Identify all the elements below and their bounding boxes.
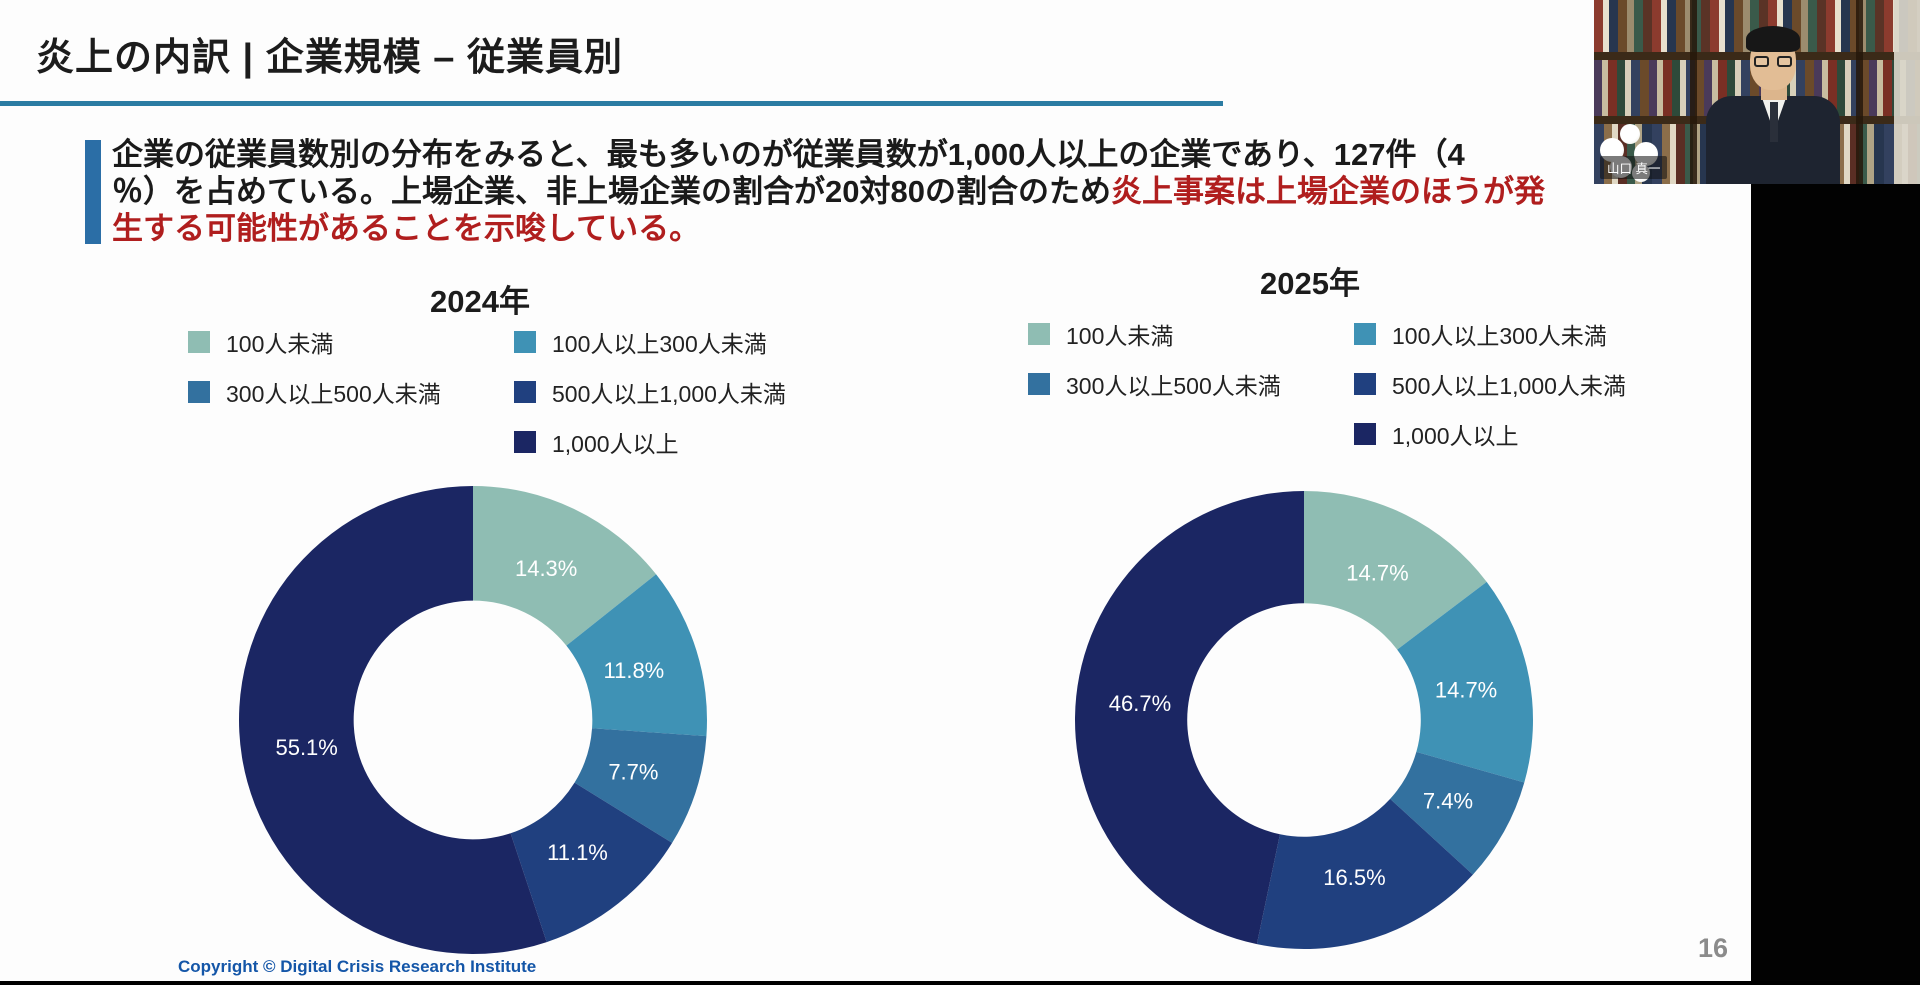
copyright-text: Copyright © Digital Crisis Research Inst… (178, 957, 537, 976)
legend-swatch-icon (514, 381, 536, 403)
slice-percent-label: 11.8% (604, 658, 665, 683)
donut-slice (1304, 491, 1487, 650)
chart-2024: 2024年 100人未満 100人以上300人未満 300人以上500人未満 5… (150, 276, 810, 954)
donut-slice (510, 782, 673, 943)
donut-chart-2025: 14.7% 14.7% 7.4% 16.5% 46.7% (1074, 490, 1534, 955)
shelf-divider (1856, 0, 1863, 184)
legend-swatch-icon (514, 331, 536, 353)
legend-swatch-icon (1354, 323, 1376, 345)
chart-2025: 2025年 100人未満 100人以上300人未満 300人以上500人未満 5… (980, 258, 1640, 949)
legend-label: 1,000人以上 (1392, 423, 1519, 449)
title-underline (0, 101, 1223, 106)
lead-text-emphasis: 炎上事案は上場企業のほうが発 (1110, 174, 1545, 209)
legend-swatch-icon (1354, 423, 1376, 445)
legend-swatch-icon (1028, 373, 1050, 395)
donut-slice (1074, 491, 1304, 945)
donut-slice (574, 728, 707, 843)
chart-title: 2024年 (430, 284, 530, 319)
donut-chart-2024: 14.3% 11.8% 7.7% 11.1% 55.1% (238, 485, 708, 960)
legend-item: 300人以上500人未満 (1028, 370, 1354, 399)
donut-slice (473, 486, 657, 646)
person-glasses (1754, 56, 1792, 67)
slice-percent-label: 14.7% (1435, 678, 1497, 703)
slice-percent-label: 14.7% (1346, 560, 1408, 585)
chart-legend: 100人未満 100人以上300人未満 300人以上500人未満 500人以上1… (1028, 320, 1626, 449)
slice-percent-label: 7.7% (608, 760, 658, 785)
donut-slice (566, 574, 707, 737)
webcam-video[interactable]: 山口 真一 (1594, 0, 1920, 184)
paragraph-accent-bar (85, 140, 101, 244)
window-light (1894, 0, 1920, 184)
person-tie (1770, 102, 1778, 142)
legend-swatch-icon (1028, 323, 1050, 345)
legend-swatch-icon (188, 381, 210, 403)
legend-item: 500人以上1,000人未満 (1354, 370, 1626, 399)
slice-percent-label: 11.1% (547, 840, 608, 865)
donut-slice (1256, 798, 1473, 949)
chart-title: 2025年 (1260, 266, 1360, 301)
letterbox-bottom (0, 981, 1920, 985)
lead-paragraph: 企業の従業員数別の分布をみると、最も多いのが従業員数が1,000人以上の企業であ… (112, 136, 1582, 247)
chart-legend: 100人未満 100人以上300人未満 300人以上500人未満 500人以上1… (188, 328, 786, 457)
legend-label: 300人以上500人未満 (226, 381, 441, 407)
person-figure (1594, 0, 1920, 184)
legend-item: 1,000人以上 (1354, 420, 1626, 449)
legend-item: 300人以上500人未満 (188, 378, 514, 407)
donut-slice (1397, 581, 1533, 783)
slice-percent-label: 14.3% (515, 556, 577, 581)
legend-item: 1,000人以上 (514, 428, 786, 457)
legend-label: 500人以上1,000人未満 (1392, 373, 1626, 399)
person-hair (1746, 26, 1800, 52)
legend-label: 100人未満 (1066, 323, 1174, 349)
legend-label: 100人以上300人未満 (1392, 323, 1607, 349)
page-number: 16 (1698, 933, 1729, 963)
shelf-divider (1690, 0, 1697, 184)
legend-label: 500人以上1,000人未満 (552, 381, 786, 407)
legend-label: 100人未満 (226, 331, 334, 357)
legend-item: 100人以上300人未満 (1354, 320, 1626, 349)
participant-name-badge: 山口 真一 (1600, 156, 1668, 179)
legend-swatch-icon (1354, 373, 1376, 395)
page-title: 炎上の内訳 | 企業規模 – 従業員別 (36, 37, 623, 79)
legend-label: 100人以上300人未満 (552, 331, 767, 357)
legend-item: 100人以上300人未満 (514, 328, 786, 357)
lead-text: ％）を占めている。上場企業、非上場企業の割合が20対80の割合のため (112, 174, 1111, 209)
legend-label: 300人以上500人未満 (1066, 373, 1281, 399)
donut-slice (239, 486, 547, 954)
lead-text-emphasis: 生する可能性があることを示唆している。 (112, 211, 701, 246)
slice-percent-label: 46.7% (1109, 691, 1171, 716)
lead-text: 企業の従業員数別の分布をみると、最も多いのが従業員数が1,000人以上の企業であ… (112, 137, 1465, 172)
legend-swatch-icon (188, 331, 210, 353)
legend-item: 100人未満 (188, 328, 514, 357)
slice-percent-label: 16.5% (1323, 865, 1385, 890)
slice-percent-label: 7.4% (1423, 788, 1473, 813)
legend-item: 500人以上1,000人未満 (514, 378, 786, 407)
legend-swatch-icon (514, 431, 536, 453)
legend-item: 100人未満 (1028, 320, 1354, 349)
lead-line-3: 生する可能性があることを示唆している。 (112, 210, 1582, 247)
legend-label: 1,000人以上 (552, 431, 679, 457)
lead-line-2: ％）を占めている。上場企業、非上場企業の割合が20対80の割合のため炎上事案は上… (112, 173, 1582, 210)
donut-slice (1390, 751, 1525, 875)
letterbox-right (1751, 184, 1920, 985)
lead-line-1: 企業の従業員数別の分布をみると、最も多いのが従業員数が1,000人以上の企業であ… (112, 136, 1582, 173)
slice-percent-label: 55.1% (275, 735, 337, 760)
